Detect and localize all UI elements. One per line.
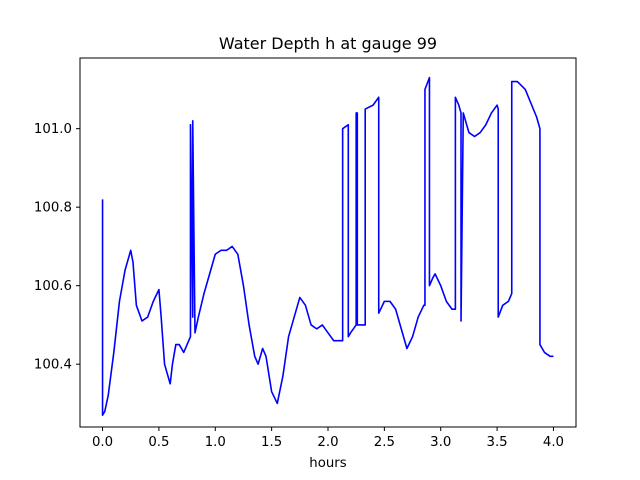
x-tick-label: 1.5 [261, 435, 282, 450]
x-axis: 0.0 0.5 1.0 1.5 2.0 2.5 3.0 3.5 4.0 [92, 427, 564, 450]
x-axis-label: hours [309, 456, 346, 471]
x-tick-label: 2.0 [317, 435, 338, 450]
plot-area [101, 76, 554, 417]
chart-title: Water Depth h at gauge 99 [219, 34, 437, 53]
x-tick-label: 3.0 [430, 435, 451, 450]
x-tick-label: 0.0 [92, 435, 113, 450]
y-tick-label: 100.8 [34, 201, 72, 216]
plot-frame [79, 57, 577, 428]
x-tick-label: 4.0 [543, 435, 564, 450]
x-tick-label: 3.5 [487, 435, 508, 450]
y-tick-label: 100.4 [34, 358, 72, 373]
series-line-0 [101, 76, 554, 417]
x-tick-label: 1.0 [205, 435, 226, 450]
y-tick-label: 100.6 [34, 279, 72, 294]
y-axis: 100.4 100.6 100.8 101.0 [34, 122, 80, 373]
x-tick-label: 0.5 [148, 435, 169, 450]
y-tick-label: 101.0 [34, 122, 72, 137]
x-tick-label: 2.5 [374, 435, 395, 450]
